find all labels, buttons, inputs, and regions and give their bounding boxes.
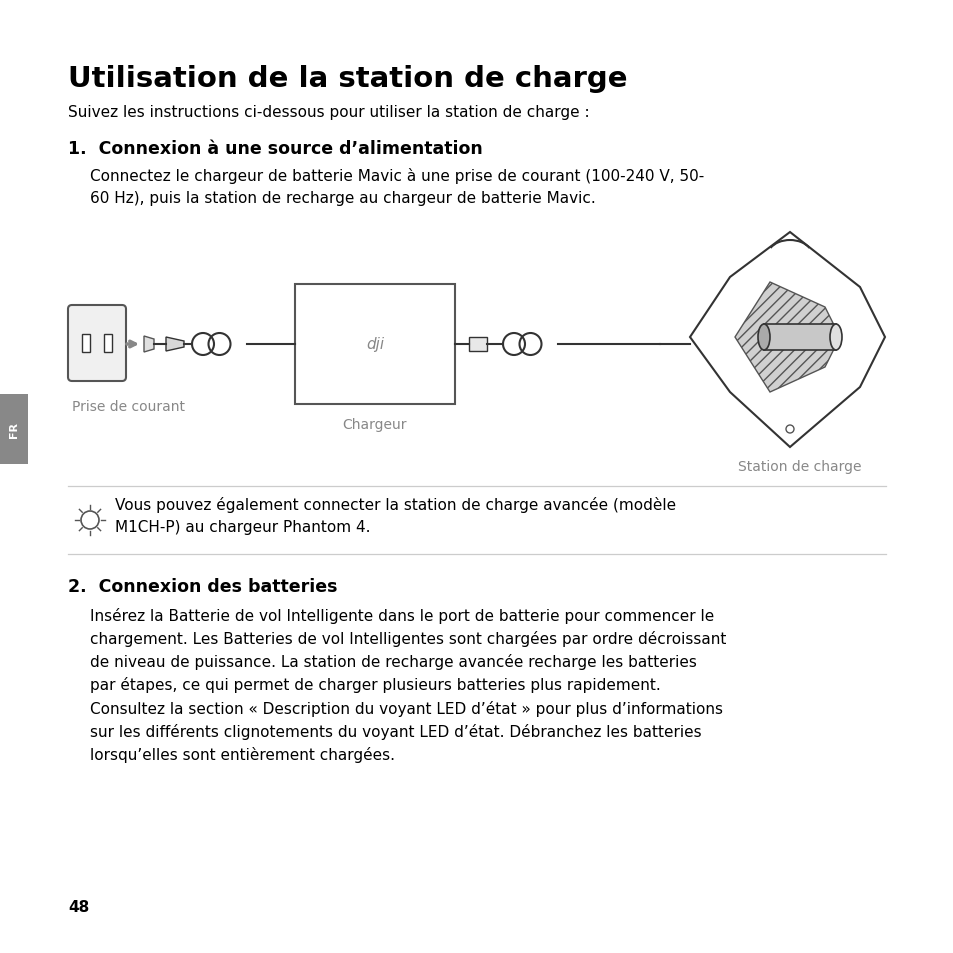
Ellipse shape: [829, 325, 841, 351]
Text: Utilisation de la station de charge: Utilisation de la station de charge: [68, 65, 627, 92]
Text: Chargeur: Chargeur: [342, 417, 407, 432]
Text: Insérez la Batterie de vol Intelligente dans le port de batterie pour commencer : Insérez la Batterie de vol Intelligente …: [90, 607, 725, 762]
Text: Suivez les instructions ci-dessous pour utiliser la station de charge :: Suivez les instructions ci-dessous pour …: [68, 105, 589, 120]
Bar: [763, 325, 835, 351]
Bar: [294, 285, 455, 405]
Polygon shape: [734, 283, 840, 393]
Text: Station de charge: Station de charge: [738, 459, 861, 474]
Text: 1.  Connexion à une source d’alimentation: 1. Connexion à une source d’alimentation: [68, 140, 482, 158]
Bar: [82, 335, 90, 353]
Polygon shape: [144, 336, 153, 353]
Ellipse shape: [758, 325, 769, 351]
Polygon shape: [166, 337, 184, 352]
Bar: [469, 337, 486, 352]
Text: Prise de courant: Prise de courant: [71, 399, 185, 414]
Text: Connectez le chargeur de batterie Mavic à une prise de courant (100-240 V, 50-
6: Connectez le chargeur de batterie Mavic …: [90, 168, 703, 206]
Text: 48: 48: [68, 899, 90, 914]
FancyBboxPatch shape: [68, 306, 126, 381]
Polygon shape: [689, 233, 884, 448]
Text: Vous pouvez également connecter la station de charge avancée (modèle
M1CH-P) au : Vous pouvez également connecter la stati…: [115, 497, 676, 534]
Text: dji: dji: [366, 337, 384, 352]
Bar: [0, 395, 28, 464]
Text: FR: FR: [9, 421, 19, 437]
Bar: [104, 335, 112, 353]
Text: 2.  Connexion des batteries: 2. Connexion des batteries: [68, 578, 337, 596]
